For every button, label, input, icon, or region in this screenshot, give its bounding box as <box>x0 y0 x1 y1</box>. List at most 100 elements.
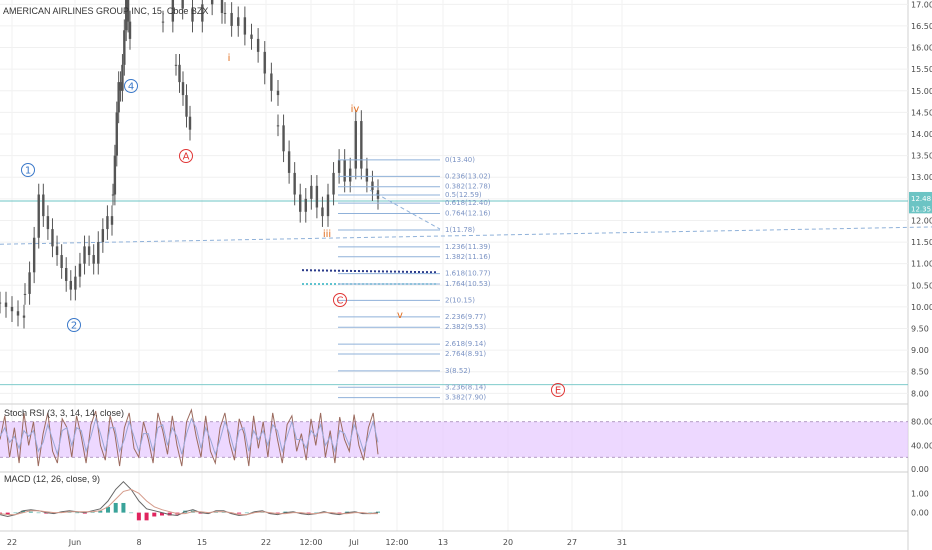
candle-body <box>174 64 178 66</box>
candle-body <box>365 168 369 182</box>
stoch-tick-label: 0.00 <box>911 465 929 474</box>
candle-body <box>37 194 40 238</box>
candle-body <box>250 34 253 39</box>
wave-label: i <box>228 53 231 64</box>
candle-body <box>32 237 36 273</box>
fib-level-label: 0.764(12.16) <box>445 210 491 218</box>
candle-body <box>111 194 115 196</box>
price-tick-label: 16.00 <box>911 44 932 53</box>
candle-body <box>343 159 346 182</box>
wave-label: iv <box>351 104 360 115</box>
candle-body <box>332 172 335 195</box>
time-tick-label: Jul <box>348 538 359 547</box>
candle-body <box>210 0 214 5</box>
candle-body <box>97 242 100 264</box>
candle-body <box>119 82 122 91</box>
candle-body <box>78 263 82 277</box>
price-axis[interactable]: 8.00 8.50 9.00 9.50 10.00 10.50 11.00 11.50 12.0… <box>909 0 932 398</box>
macd-signal-line <box>0 488 378 516</box>
time-tick-label: 15 <box>197 538 207 547</box>
candle-body <box>299 194 302 212</box>
wave-label-circle <box>179 149 193 163</box>
price-tick-label: 12.00 <box>911 216 932 225</box>
price-tag-label: 12.48 <box>911 195 931 203</box>
candle-body <box>181 82 185 96</box>
fib-level-label: 2.618(9.14) <box>445 340 486 348</box>
candle-body <box>28 272 31 294</box>
candle-body <box>360 121 363 169</box>
candle-body <box>310 185 313 199</box>
fib-level-label: 3.382(7.90) <box>445 394 486 402</box>
candle-body <box>276 125 280 127</box>
macd-histogram-bar <box>144 512 149 521</box>
macd-histogram-bar <box>152 512 157 517</box>
chart-title: AMERICAN AIRLINES GROUP INC, 15, Cboe BZ… <box>3 6 208 16</box>
stoch-rsi-pane: 0.00 40.00 80.00 <box>0 408 932 474</box>
candle-body <box>191 8 194 22</box>
macd-histogram-bar <box>376 511 380 513</box>
price-tag <box>909 191 932 203</box>
candle-body <box>4 302 8 307</box>
candle-body <box>171 0 175 22</box>
price-tick-label: 11.00 <box>911 260 932 269</box>
candle-body <box>74 276 77 290</box>
macd-histogram-bar <box>121 502 126 513</box>
macd-pane: 0.00 1.00 <box>0 480 929 521</box>
fib-level-label: 2.764(8.91) <box>445 350 486 358</box>
time-tick-label: Jun <box>68 538 82 547</box>
macd-histogram-bar <box>82 512 87 514</box>
price-series <box>0 0 380 329</box>
candle-body <box>270 73 273 91</box>
candle-body <box>23 293 27 295</box>
candle-body <box>10 306 14 312</box>
wave-label-circle <box>67 318 81 332</box>
macd-histogram-bar <box>28 511 33 513</box>
time-tick-label: 13 <box>438 538 448 547</box>
candle-body <box>60 255 63 268</box>
price-tick-label: 10.00 <box>911 303 932 312</box>
macd-title: MACD (12, 26, close, 9) <box>4 474 100 484</box>
price-tick-label: 9.50 <box>911 325 929 334</box>
fib-level-label: 3(8.52) <box>445 367 471 375</box>
candle-body <box>326 194 330 217</box>
macd-histogram-bar <box>198 512 203 514</box>
price-tick-label: 14.50 <box>911 108 932 117</box>
price-tick-label: 16.50 <box>911 22 932 31</box>
fib-level-label: 2(10.15) <box>445 296 475 304</box>
price-tick-label: 8.50 <box>911 368 929 377</box>
macd-histogram-bar <box>98 510 103 513</box>
candle-body <box>337 159 341 173</box>
time-axis[interactable]: 22 Jun 8 15 22 12:00 Jul 12:00 13 20 27 31 <box>0 530 908 547</box>
price-tick-label: 10.50 <box>911 281 932 290</box>
candle-body <box>321 207 324 217</box>
macd-histogram-bar <box>237 512 242 514</box>
candle-body <box>220 0 224 13</box>
price-tag-label: 12.35 <box>911 205 931 213</box>
candle-body <box>178 64 181 83</box>
price-tick-label: 9.00 <box>911 346 929 355</box>
candle-body <box>115 112 118 156</box>
fib-level-label: 0.236(13.02) <box>445 172 491 180</box>
wave-label: 1 <box>25 166 31 177</box>
price-tick-label: 11.50 <box>911 238 932 247</box>
macd-histogram-bar <box>160 512 164 516</box>
candle-body <box>125 0 128 31</box>
wave-label: iii <box>323 229 331 240</box>
candle-body <box>110 216 114 225</box>
wave-label-circle <box>21 163 35 177</box>
fibonacci-levels: 0(13.40) 0.236(13.02) 0.382(12.78)0.5(12.5… <box>338 156 491 402</box>
fib-level-label: 0.618(12.40) <box>445 199 491 207</box>
macd-histogram-bar <box>36 512 41 514</box>
stoch-tick-label: 80.00 <box>911 418 932 427</box>
candle-body <box>117 82 120 113</box>
fib-level-label: 0.382(12.78) <box>445 183 491 191</box>
fib-level-label: 1.382(11.16) <box>445 253 491 261</box>
wave-label: E <box>555 386 561 397</box>
candle-body <box>282 125 285 152</box>
price-tick-label: 8.00 <box>911 389 929 398</box>
wave-label: v <box>397 310 403 321</box>
price-tag <box>909 202 932 214</box>
dotted-level-line <box>301 269 439 274</box>
